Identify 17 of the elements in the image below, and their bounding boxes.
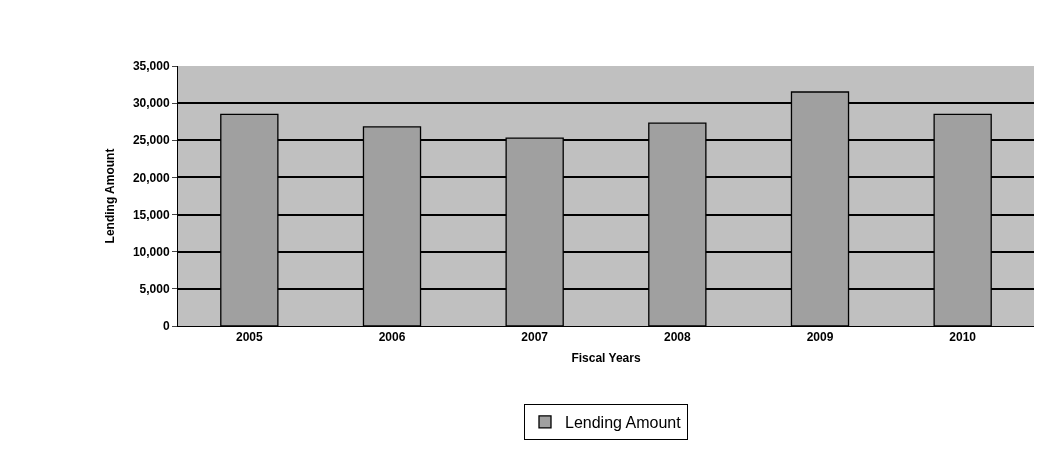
y-tick-label: 0 (162, 319, 170, 334)
x-tick-label: 2009 (806, 330, 834, 345)
y-tick-label: 10,000 (132, 244, 170, 259)
x-axis-title: Fiscal Years (571, 351, 641, 366)
y-axis-title: Lending Amount (103, 148, 118, 244)
y-tick-label: 5,000 (139, 282, 170, 297)
y-tick-label: 35,000 (132, 59, 170, 74)
y-tick-label: 20,000 (132, 170, 170, 185)
x-tick-label: 2006 (378, 330, 406, 345)
x-tick-label: 2008 (663, 330, 691, 345)
y-tick-label: 25,000 (132, 133, 170, 148)
y-tick-label: 15,000 (132, 207, 170, 222)
x-tick-label: 2010 (949, 330, 977, 345)
x-tick-label: 2007 (521, 330, 549, 345)
legend-label: Lending Amount (565, 414, 682, 432)
x-tick-label: 2005 (235, 330, 263, 345)
y-tick-label: 30,000 (132, 96, 170, 111)
